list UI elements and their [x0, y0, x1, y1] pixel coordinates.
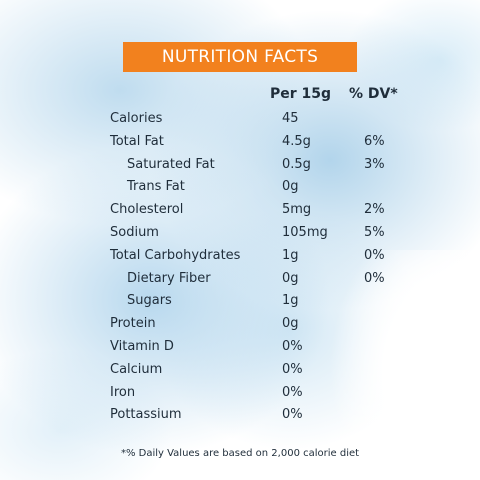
nutrient-name: Total Carbohydrates: [110, 247, 241, 263]
nutrient-name: Sodium: [110, 225, 159, 240]
nutrient-name: Saturated Fat: [127, 156, 215, 172]
nutrient-amount: 0%: [282, 339, 303, 354]
table-row: Pottassium 0%: [0, 404, 480, 426]
table-row: Dietary Fiber 0g 0%: [0, 268, 480, 290]
nutrient-name: Calories: [110, 111, 163, 126]
nutrient-daily-value: 0%: [364, 270, 385, 286]
nutrient-daily-value: 5%: [364, 225, 385, 240]
table-row: Saturated Fat 0.5g 3%: [0, 154, 480, 176]
nutrient-daily-value: 6%: [364, 133, 385, 149]
table-row: Protein 0g: [0, 313, 480, 335]
table-row: Total Fat 4.5g 6%: [0, 131, 480, 153]
nutrient-amount: 0.5g: [282, 156, 311, 172]
daily-value-header: % DV*: [349, 86, 398, 102]
table-row: Sugars 1g: [0, 290, 480, 312]
nutrient-name: Protein: [110, 316, 156, 332]
title-banner: NUTRITION FACTS: [123, 42, 357, 72]
table-row: Cholesterol 5mg 2%: [0, 199, 480, 221]
nutrient-amount: 105mg: [282, 225, 328, 240]
nutrient-name: Cholesterol: [110, 202, 184, 218]
table-row: Sodium 105mg 5%: [0, 222, 480, 244]
background-fade: [330, 250, 480, 480]
nutrient-name: Trans Fat: [127, 179, 185, 195]
per-serving-header: Per 15g: [270, 86, 332, 102]
nutrient-name: Calcium: [110, 361, 163, 377]
nutrient-daily-value: 3%: [364, 156, 385, 172]
footnote: *% Daily Values are based on 2,000 calor…: [120, 448, 360, 459]
nutrient-amount: 0%: [282, 407, 303, 423]
nutrient-name: Sugars: [127, 293, 172, 309]
table-row: Calories 45: [0, 108, 480, 130]
page-title: NUTRITION FACTS: [161, 47, 319, 67]
nutrient-amount: 4.5g: [282, 133, 311, 149]
nutrient-name: Total Fat: [110, 133, 164, 149]
nutrient-daily-value: 0%: [364, 247, 385, 263]
nutrient-amount: 5mg: [282, 202, 312, 218]
nutrient-amount: 0g: [282, 179, 299, 195]
nutrient-amount: 0%: [282, 361, 303, 377]
nutrient-amount: 45: [282, 111, 299, 126]
table-row: Trans Fat 0g: [0, 176, 480, 198]
nutrient-amount: 0g: [282, 316, 299, 332]
table-row: Iron 0%: [0, 382, 480, 404]
nutrient-name: Vitamin D: [110, 339, 174, 354]
table-row: Calcium 0%: [0, 359, 480, 381]
nutrient-amount: 0g: [282, 270, 299, 286]
nutrient-amount: 1g: [282, 293, 299, 309]
nutrient-amount: 1g: [282, 247, 299, 263]
table-row: Total Carbohydrates 1g 0%: [0, 245, 480, 267]
nutrient-name: Iron: [110, 384, 136, 400]
table-row: Vitamin D 0%: [0, 336, 480, 358]
nutrient-daily-value: 2%: [364, 202, 385, 218]
nutrient-amount: 0%: [282, 384, 303, 400]
nutrient-name: Pottassium: [110, 407, 182, 423]
nutrient-name: Dietary Fiber: [127, 270, 211, 286]
